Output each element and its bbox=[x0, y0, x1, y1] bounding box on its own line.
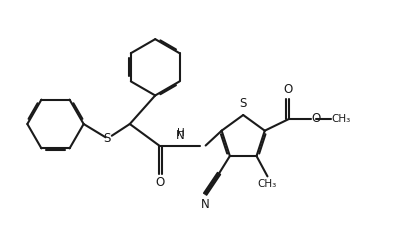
Text: O: O bbox=[283, 83, 292, 96]
Text: N: N bbox=[176, 129, 185, 142]
Text: S: S bbox=[104, 132, 111, 145]
Text: N: N bbox=[201, 198, 210, 211]
Text: CH₃: CH₃ bbox=[258, 179, 277, 189]
Text: S: S bbox=[240, 97, 247, 110]
Text: O: O bbox=[311, 112, 320, 125]
Text: H: H bbox=[176, 128, 184, 138]
Text: O: O bbox=[156, 176, 165, 189]
Text: CH₃: CH₃ bbox=[331, 114, 351, 124]
